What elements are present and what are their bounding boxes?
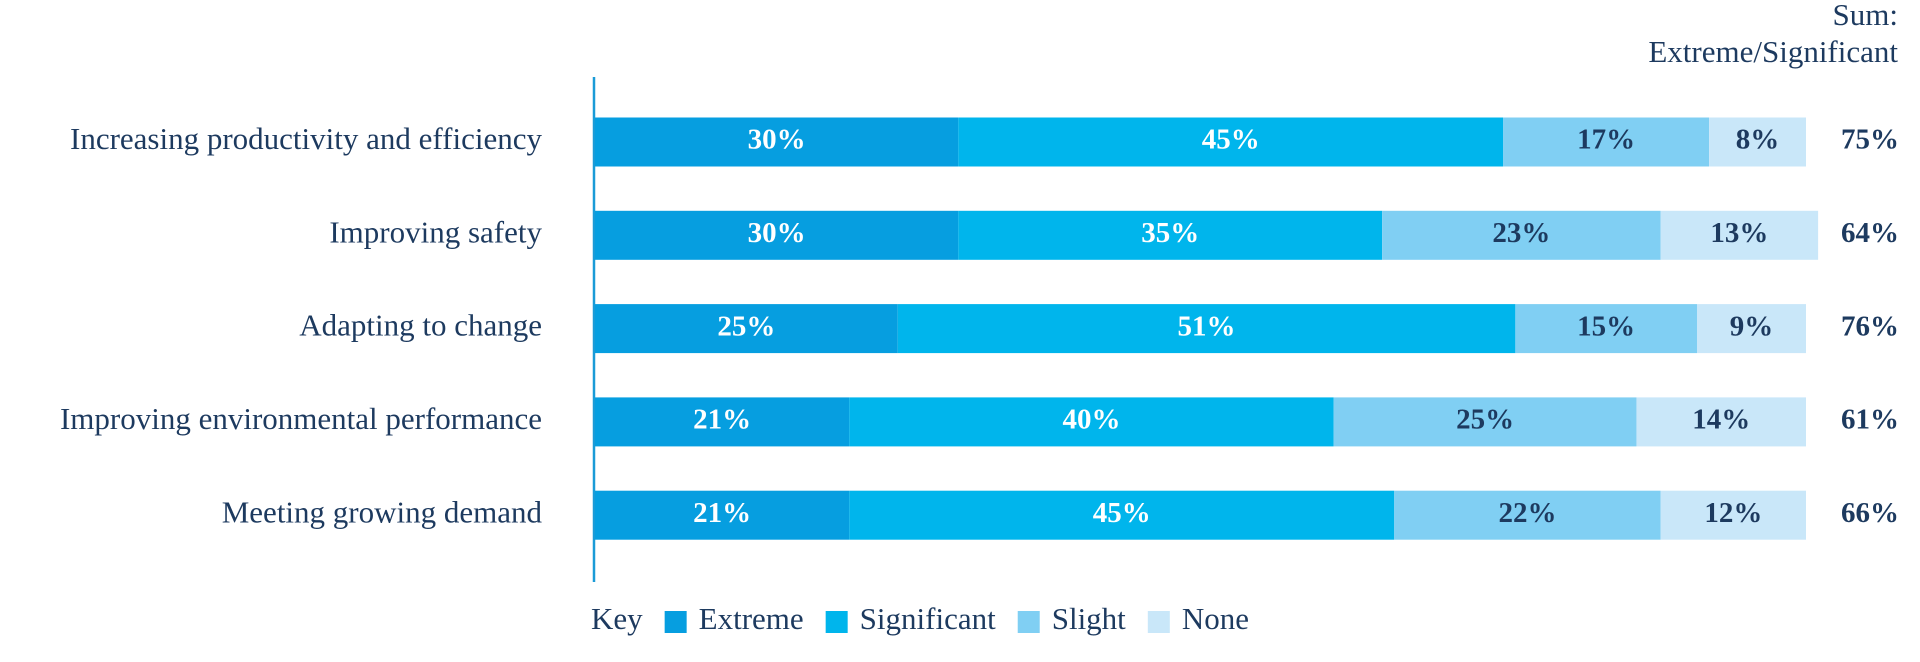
bar-segment	[595, 117, 959, 167]
value-label: 45%	[1093, 497, 1151, 529]
legend-swatch	[1017, 611, 1040, 633]
value-label: 30%	[748, 124, 806, 156]
value-label: 25%	[1456, 404, 1514, 436]
value-label: 45%	[1202, 124, 1260, 156]
category-label: Meeting growing demand	[222, 494, 543, 529]
bar-segment	[595, 210, 959, 260]
value-label: 21%	[693, 497, 751, 529]
bar-segment	[1709, 117, 1806, 167]
value-label: 40%	[1063, 404, 1121, 436]
bar-segment	[958, 117, 1504, 167]
value-label: 14%	[1692, 404, 1750, 436]
value-label: 23%	[1492, 217, 1550, 249]
bar-segment	[1333, 397, 1637, 447]
value-label: 51%	[1178, 310, 1236, 342]
bar-segment	[595, 397, 850, 447]
value-label: 13%	[1710, 217, 1768, 249]
category-label: Improving safety	[329, 214, 542, 249]
legend-swatch	[825, 611, 848, 633]
category-label: Adapting to change	[299, 308, 542, 343]
value-label: 9%	[1730, 310, 1774, 342]
sum-title: Sum:	[1833, 0, 1898, 32]
legend-label: Slight	[1052, 601, 1126, 636]
sum-label: 75%	[1841, 124, 1899, 156]
bar-segment	[1697, 304, 1806, 354]
value-label: 22%	[1498, 497, 1556, 529]
bar-segment	[1503, 117, 1710, 167]
legend-swatch	[664, 611, 687, 633]
legend-title: Key	[591, 601, 643, 636]
value-label: 8%	[1736, 124, 1780, 156]
bar-segment	[958, 210, 1383, 260]
value-label: 30%	[748, 217, 806, 249]
bar-segment	[1382, 210, 1661, 260]
value-label: 15%	[1577, 310, 1635, 342]
sum-label: 61%	[1841, 404, 1899, 436]
bar-segment	[1660, 490, 1806, 540]
value-label: 35%	[1141, 217, 1199, 249]
category-label: Improving environmental performance	[60, 401, 542, 436]
category-label: Increasing productivity and efficiency	[70, 121, 542, 156]
bar-segment	[849, 490, 1395, 540]
bar-segment	[1660, 210, 1819, 260]
bar-segment	[897, 304, 1516, 354]
value-label: 12%	[1704, 497, 1762, 529]
value-label: 17%	[1577, 124, 1635, 156]
legend-label: Significant	[860, 601, 996, 636]
value-label: 21%	[693, 404, 751, 436]
bar-segment	[595, 490, 850, 540]
bar-segment	[849, 397, 1334, 447]
bar-segment	[595, 304, 898, 354]
value-label: 25%	[717, 310, 775, 342]
sum-label: 66%	[1841, 497, 1899, 529]
legend-label: Extreme	[699, 601, 804, 636]
sum-label: 64%	[1841, 217, 1899, 249]
legend-label: None	[1182, 601, 1249, 636]
legend-swatch	[1147, 611, 1170, 633]
bar-segment	[1636, 397, 1806, 447]
bar-segment	[1515, 304, 1698, 354]
sum-label: 76%	[1841, 310, 1899, 342]
bar-segment	[1394, 490, 1661, 540]
sum-title: Extreme/Significant	[1648, 34, 1898, 69]
